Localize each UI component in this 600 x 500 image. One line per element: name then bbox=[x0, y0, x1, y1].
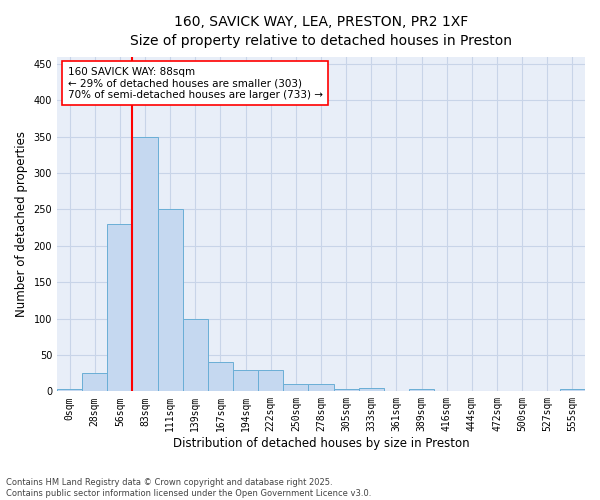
Bar bbox=[208, 362, 233, 392]
Bar bbox=[359, 388, 384, 392]
Title: 160, SAVICK WAY, LEA, PRESTON, PR2 1XF
Size of property relative to detached hou: 160, SAVICK WAY, LEA, PRESTON, PR2 1XF S… bbox=[130, 15, 512, 48]
Bar bbox=[107, 224, 133, 392]
X-axis label: Distribution of detached houses by size in Preston: Distribution of detached houses by size … bbox=[173, 437, 469, 450]
Text: 160 SAVICK WAY: 88sqm
← 29% of detached houses are smaller (303)
70% of semi-det: 160 SAVICK WAY: 88sqm ← 29% of detached … bbox=[68, 66, 323, 100]
Bar bbox=[334, 389, 359, 392]
Bar bbox=[283, 384, 308, 392]
Bar bbox=[158, 210, 183, 392]
Bar bbox=[183, 318, 208, 392]
Bar bbox=[560, 389, 585, 392]
Bar bbox=[233, 370, 258, 392]
Bar bbox=[258, 370, 283, 392]
Text: Contains HM Land Registry data © Crown copyright and database right 2025.
Contai: Contains HM Land Registry data © Crown c… bbox=[6, 478, 371, 498]
Y-axis label: Number of detached properties: Number of detached properties bbox=[15, 131, 28, 317]
Bar bbox=[409, 389, 434, 392]
Bar bbox=[82, 373, 107, 392]
Bar bbox=[133, 136, 158, 392]
Bar bbox=[308, 384, 334, 392]
Bar bbox=[57, 389, 82, 392]
